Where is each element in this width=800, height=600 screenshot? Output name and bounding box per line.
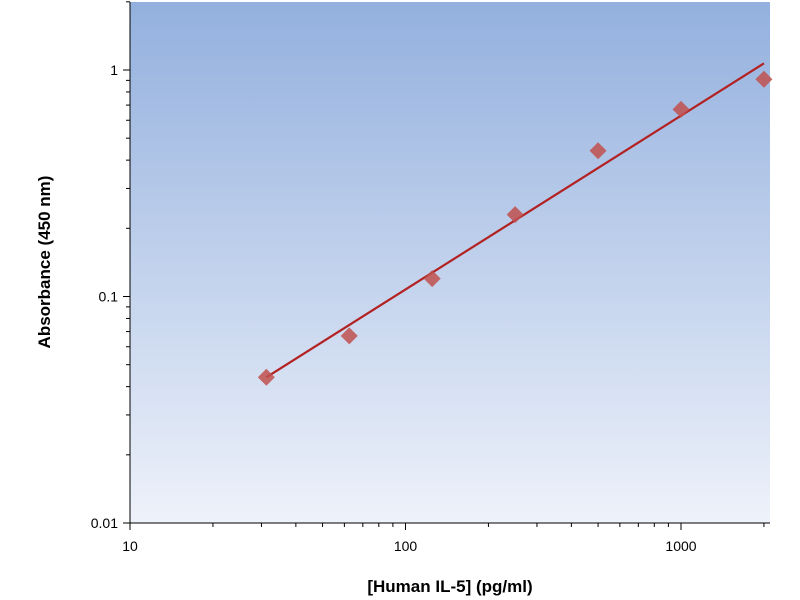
data-point-marker [340,327,358,345]
data-point-marker [257,368,275,386]
y-tick-label: 0.01 [91,515,118,531]
x-axis-title: [Human IL-5] (pg/ml) [367,577,532,596]
data-point-marker [672,100,690,118]
y-tick-label: 1 [110,62,118,78]
data-point-marker [506,206,524,224]
x-tick-label: 10 [122,538,138,554]
x-tick-label: 1000 [665,538,696,554]
data-points [257,70,773,386]
data-point-marker [755,70,773,88]
axes: 10 100 1000 0.01 0.1 1 [91,1,770,554]
data-point-marker [589,142,607,160]
x-tick-label: 100 [394,538,418,554]
data-point-marker [423,270,441,288]
y-axis-title: Absorbance (450 nm) [35,176,54,349]
y-tick-label: 0.1 [99,289,119,305]
